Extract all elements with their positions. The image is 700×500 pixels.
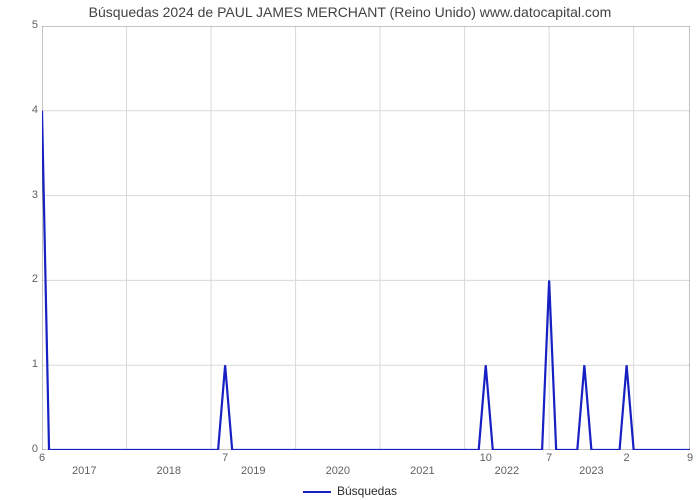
x-bottom-value: 2 — [624, 452, 630, 464]
legend-label: Búsquedas — [337, 484, 397, 498]
x-bottom-value: 6 — [39, 452, 45, 464]
chart-legend: Búsquedas — [0, 484, 700, 498]
y-tick-label: 1 — [16, 358, 38, 370]
legend-swatch — [303, 491, 331, 493]
y-tick-label: 3 — [16, 189, 38, 201]
x-year-label: 2019 — [241, 465, 265, 477]
x-year-label: 2023 — [579, 465, 603, 477]
y-tick-label: 0 — [16, 443, 38, 455]
x-year-label: 2020 — [326, 465, 350, 477]
x-bottom-value: 9 — [687, 452, 693, 464]
x-bottom-value: 7 — [546, 452, 552, 464]
y-tick-label: 4 — [16, 104, 38, 116]
x-year-label: 2021 — [410, 465, 434, 477]
search-chart: Búsquedas 2024 de PAUL JAMES MERCHANT (R… — [0, 0, 700, 500]
x-bottom-value: 10 — [480, 452, 492, 464]
y-tick-label: 5 — [16, 19, 38, 31]
x-bottom-value: 7 — [222, 452, 228, 464]
x-year-label: 2022 — [495, 465, 519, 477]
y-tick-label: 2 — [16, 273, 38, 285]
chart-title: Búsquedas 2024 de PAUL JAMES MERCHANT (R… — [0, 4, 700, 20]
x-year-label: 2018 — [157, 465, 181, 477]
x-year-label: 2017 — [72, 465, 96, 477]
plot-background — [42, 26, 690, 450]
chart-plot-area — [42, 26, 690, 450]
